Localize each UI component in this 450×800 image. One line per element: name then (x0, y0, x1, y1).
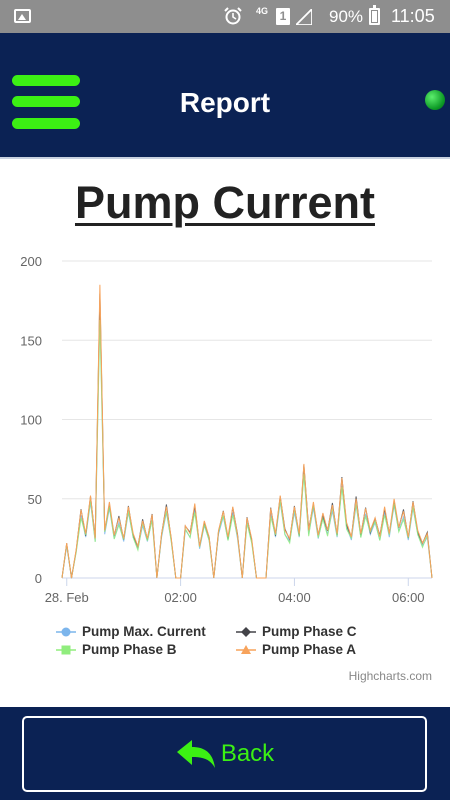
legend-label: Pump Phase C (262, 624, 357, 639)
legend-label: Pump Max. Current (82, 624, 206, 639)
gallery-icon (14, 9, 31, 23)
legend-label: Pump Phase B (82, 642, 177, 657)
signal-icon (296, 9, 312, 25)
back-arrow-icon (176, 740, 215, 768)
y-tick-label: 50 (28, 492, 42, 507)
status-bar: 4G 1 90% 11:05 (0, 0, 450, 33)
report-card: Pump Current 0 50 100 150 200 28. Feb 02:00 04:… (0, 157, 450, 707)
series-line-pump-phase-a (61, 284, 433, 579)
network-type: 4G (256, 6, 269, 16)
legend-marker (241, 645, 251, 654)
clock: 11:05 (391, 6, 435, 26)
legend-label: Pump Phase A (262, 642, 356, 657)
series-line-pump-phase-b (61, 319, 433, 579)
chart-title: Pump Current (74, 177, 375, 228)
page-title: Report (179, 87, 271, 118)
x-tick-label: 02:00 (164, 590, 197, 605)
back-button-label: Back (220, 740, 275, 767)
y-tick-label: 200 (20, 254, 42, 269)
alarm-icon (224, 7, 242, 25)
legend-marker (241, 627, 251, 637)
y-tick-label: 0 (35, 571, 42, 586)
hamburger-menu-icon[interactable] (12, 73, 80, 131)
x-tick-label: 06:00 (392, 590, 425, 605)
back-button[interactable]: Back (22, 716, 427, 792)
legend-marker (61, 645, 71, 655)
series-line-pump-max-current (61, 308, 433, 579)
pump-current-chart: 0 50 100 150 200 28. Feb 02:00 04:00 06:00 Pump M… (20, 254, 433, 657)
chart-credit[interactable]: Highcharts.com (348, 669, 432, 683)
battery-icon (369, 5, 380, 25)
legend-marker (61, 627, 71, 637)
app-bar: Report (0, 33, 450, 157)
y-tick-label: 150 (20, 333, 42, 348)
battery-percent: 90% (329, 7, 364, 26)
sim-indicator: 1 (276, 8, 290, 25)
x-tick-label: 04:00 (278, 590, 311, 605)
x-tick-label: 28. Feb (45, 590, 89, 605)
y-tick-label: 100 (20, 413, 42, 428)
connection-status-icon (425, 90, 445, 110)
series-line-pump-phase-c (61, 293, 433, 579)
